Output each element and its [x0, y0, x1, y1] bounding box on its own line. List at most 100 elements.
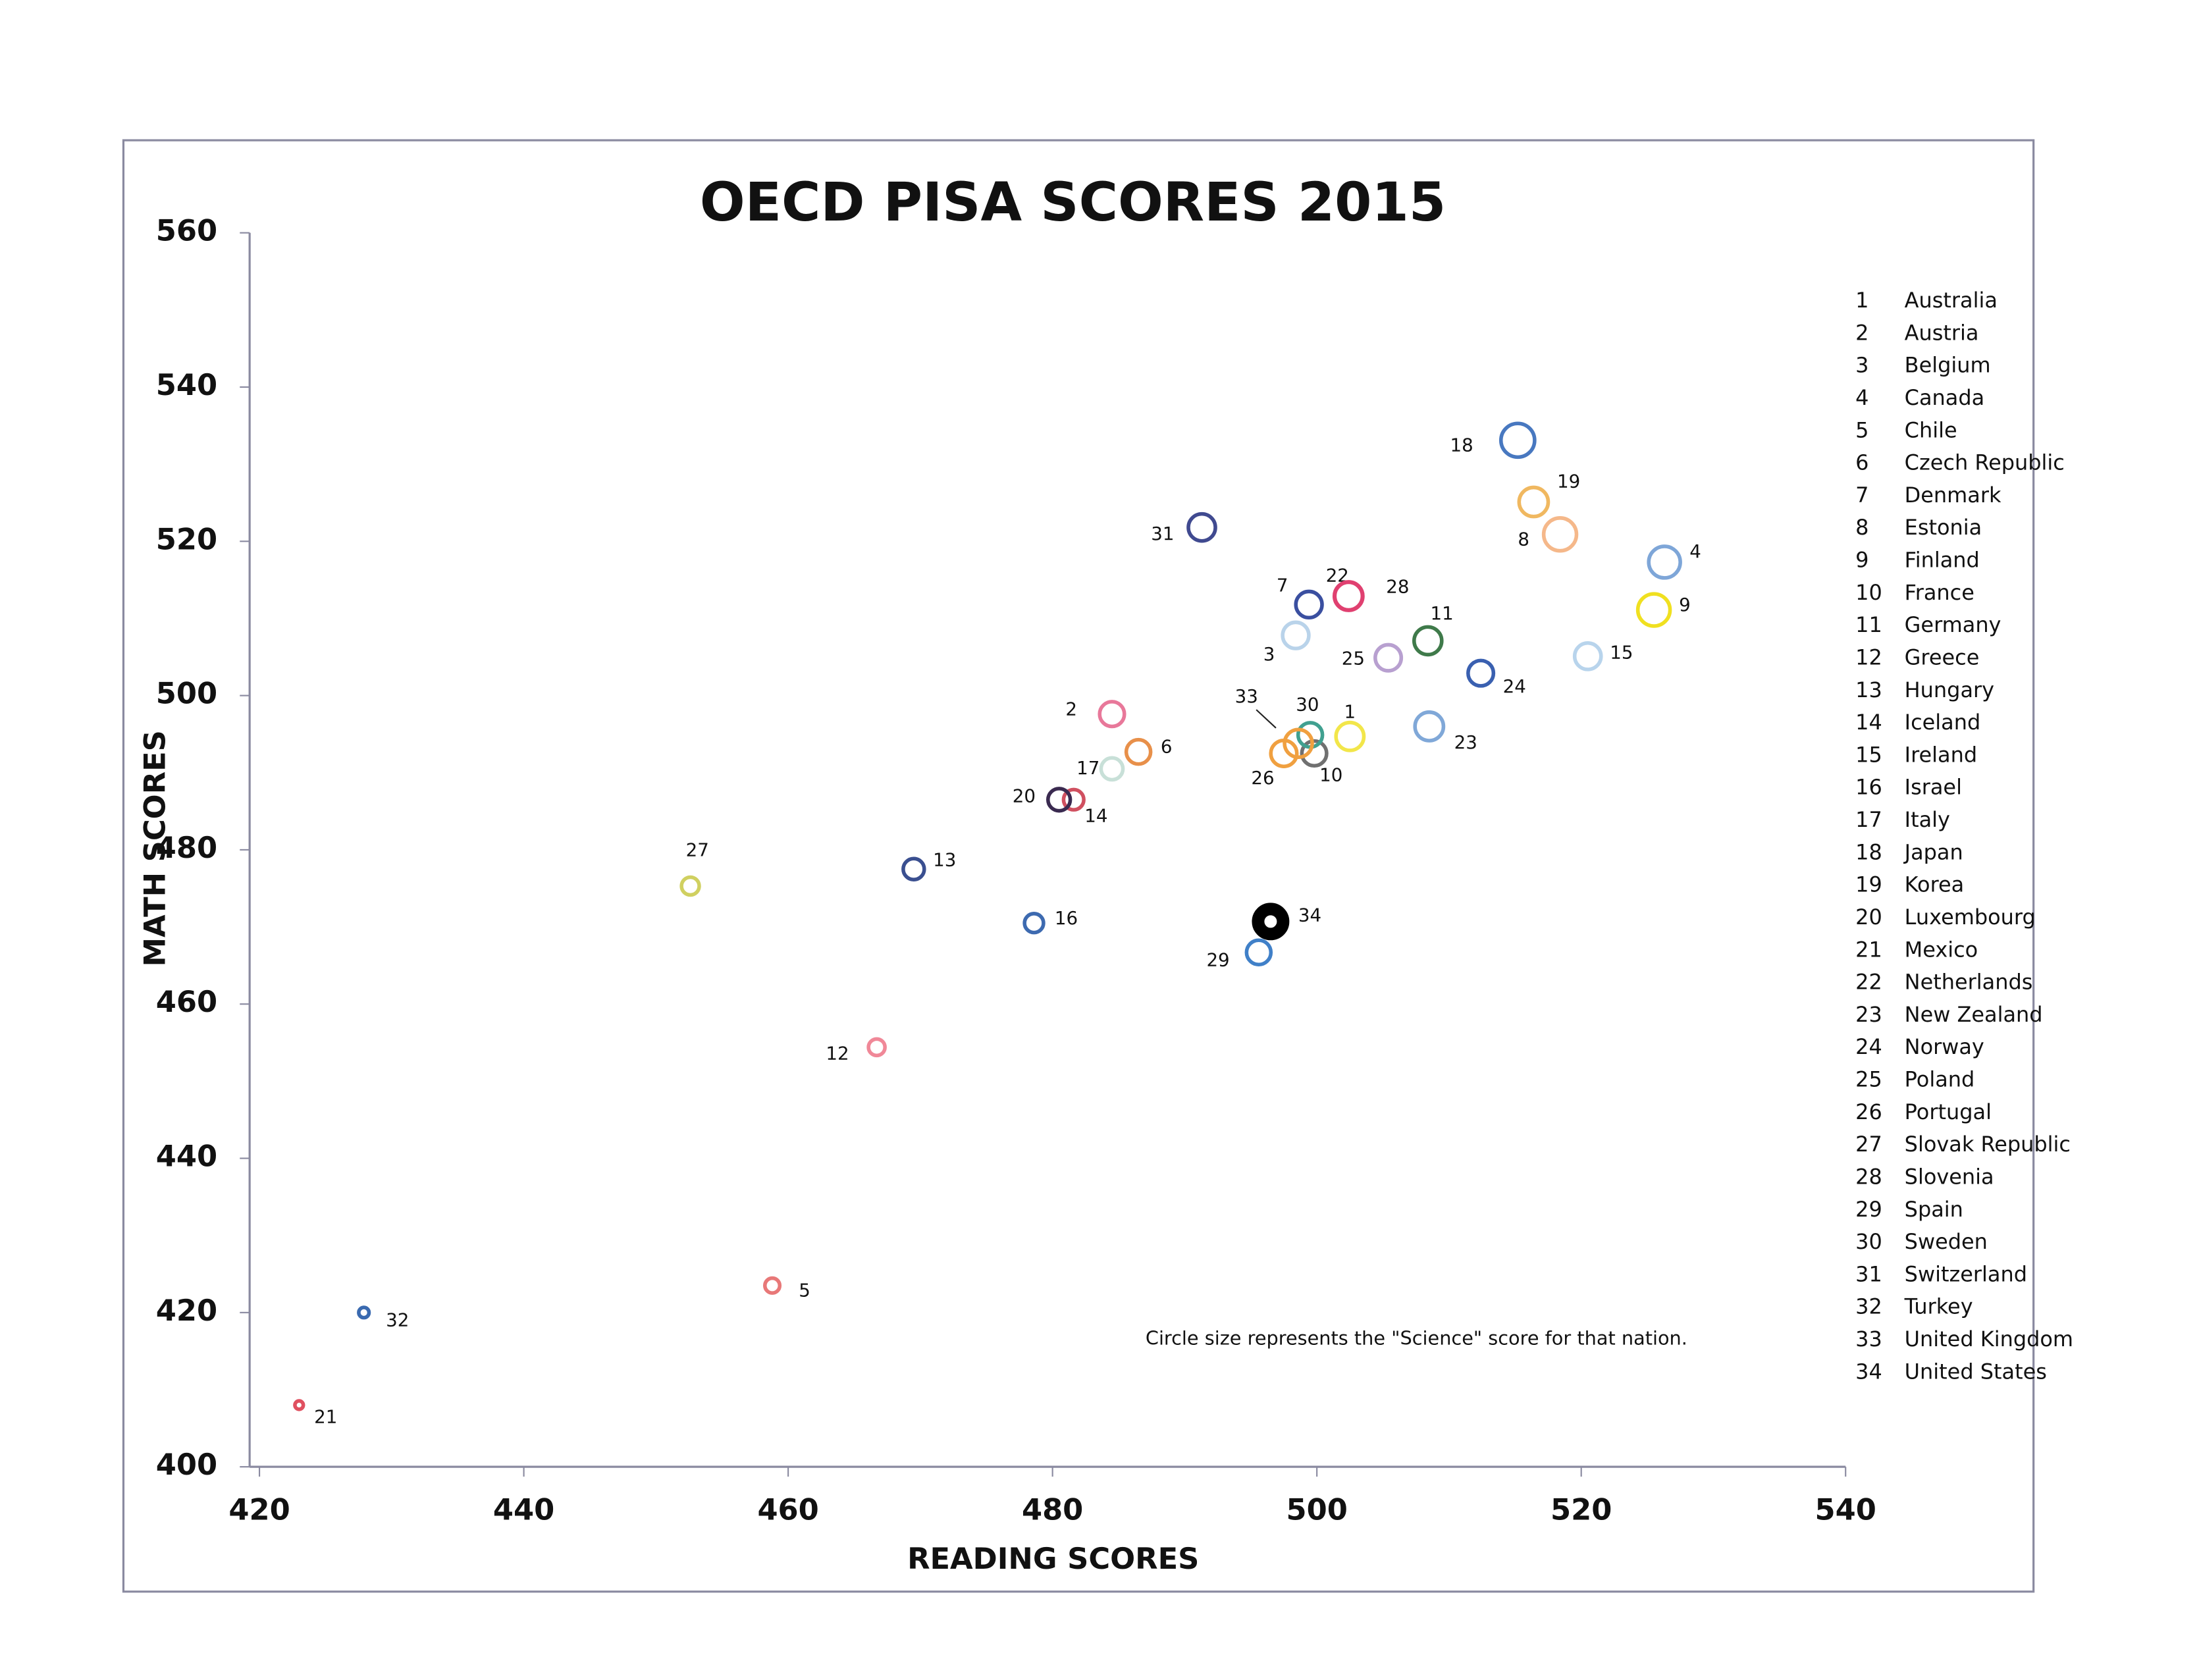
y-tick-label: 440: [156, 1139, 217, 1174]
point-label: 2: [1065, 698, 1077, 720]
point-label: 31: [1151, 523, 1174, 544]
point-label: 12: [826, 1042, 849, 1064]
legend-name: Netherlands: [1905, 970, 2033, 995]
legend-name: Sweden: [1905, 1229, 1988, 1254]
legend-number: 9: [1855, 548, 1868, 573]
y-tick-label: 560: [156, 213, 217, 248]
legend-name: Germany: [1905, 612, 2001, 637]
bubble: [1283, 727, 1314, 760]
x-tick-label: 540: [1815, 1492, 1876, 1527]
y-tick-label: 540: [156, 367, 217, 402]
legend-name: New Zealand: [1905, 1002, 2043, 1027]
legend-name: Canada: [1905, 385, 1985, 410]
point-label: 14: [1084, 804, 1107, 826]
legend-name: Poland: [1905, 1067, 1975, 1092]
bubble: [1186, 512, 1217, 543]
bubble: [1498, 421, 1537, 459]
legend-number: 33: [1855, 1326, 1882, 1352]
bubble: [901, 856, 926, 881]
bubble: [1061, 787, 1086, 812]
legend-number: 13: [1855, 677, 1882, 702]
legend-name: Mexico: [1905, 937, 1978, 962]
bubble: [1252, 903, 1290, 941]
legend-number: 22: [1855, 970, 1882, 995]
point-label: 33: [1235, 685, 1258, 707]
bubble: [1098, 700, 1126, 729]
legend-name: Czech Republic: [1905, 450, 2065, 475]
legend-name: Turkey: [1904, 1294, 1973, 1319]
bubble: [1572, 641, 1603, 671]
bubble: [1099, 756, 1125, 782]
point-label: 30: [1296, 694, 1319, 716]
legend-name: Israel: [1905, 775, 1962, 800]
legend-number: 11: [1855, 612, 1882, 637]
legend-name: Italy: [1905, 807, 1950, 832]
bubble: [1300, 739, 1329, 768]
leader-line: [1256, 709, 1277, 729]
bubble: [1294, 589, 1324, 620]
point-label: 24: [1503, 675, 1526, 697]
bubble: [1635, 592, 1672, 628]
legend-name: Iceland: [1905, 710, 1981, 735]
legend-name: Slovak Republic: [1905, 1132, 2071, 1157]
legend-name: Korea: [1905, 872, 1965, 897]
point-label: 26: [1251, 767, 1274, 789]
x-tick-label: 520: [1550, 1492, 1612, 1527]
frame: [122, 139, 2035, 1593]
legend-name: Luxembourg: [1905, 905, 2036, 930]
point-label: 7: [1277, 575, 1288, 596]
point-label: 8: [1518, 528, 1529, 550]
point-label: 21: [314, 1406, 337, 1428]
legend-number: 30: [1855, 1229, 1882, 1254]
point-label: 13: [933, 849, 956, 870]
y-tick-label: 420: [156, 1293, 217, 1328]
legend-name: Finland: [1905, 548, 1980, 573]
legend-number: 15: [1855, 742, 1882, 767]
bubble: [1022, 912, 1046, 935]
bubble: [866, 1037, 887, 1058]
legend-number: 34: [1855, 1359, 1882, 1384]
x-tick-label: 420: [228, 1492, 290, 1527]
point-label: 9: [1679, 594, 1691, 616]
legend-number: 14: [1855, 710, 1882, 735]
legend-number: 31: [1855, 1261, 1882, 1286]
legend-name: Australia: [1905, 288, 1998, 313]
legend-name: Estonia: [1905, 515, 1982, 540]
legend-number: 23: [1855, 1002, 1882, 1027]
point-label: 17: [1076, 757, 1100, 779]
point-label: 29: [1206, 949, 1229, 971]
legend-name: Denmark: [1905, 483, 2001, 508]
point-label: 27: [686, 839, 709, 861]
point-label: 18: [1450, 434, 1473, 456]
legend-number: 20: [1855, 905, 1882, 930]
bubble: [1281, 620, 1311, 650]
legend-number: 2: [1855, 320, 1868, 345]
bubble: [1334, 720, 1366, 752]
legend-name: United Kingdom: [1905, 1326, 2073, 1352]
legend-name: Chile: [1905, 417, 1957, 442]
legend-number: 1: [1855, 288, 1868, 313]
legend-number: 5: [1855, 417, 1868, 442]
point-label: 6: [1161, 736, 1173, 758]
point-label: 34: [1298, 904, 1321, 926]
bubble: [1332, 580, 1365, 612]
legend-number: 18: [1855, 839, 1882, 864]
point-label: 16: [1055, 907, 1078, 929]
legend-name: France: [1905, 580, 1974, 605]
bubble: [1244, 938, 1273, 966]
y-tick-label: 500: [156, 676, 217, 711]
bubble: [679, 875, 701, 897]
legend-name: United States: [1905, 1359, 2047, 1384]
legend-name: Greece: [1905, 644, 1980, 669]
legend-name: Slovenia: [1905, 1164, 1994, 1189]
point-label: 32: [386, 1309, 409, 1331]
point-label: 25: [1342, 647, 1365, 669]
point-label: 10: [1319, 764, 1342, 786]
y-axis-label: MATH SCORES: [138, 730, 172, 966]
point-label: 15: [1610, 642, 1633, 664]
point-label: 28: [1386, 576, 1409, 598]
bubble: [357, 1305, 371, 1320]
legend-number: 17: [1855, 807, 1882, 832]
point-label: 20: [1013, 785, 1036, 806]
